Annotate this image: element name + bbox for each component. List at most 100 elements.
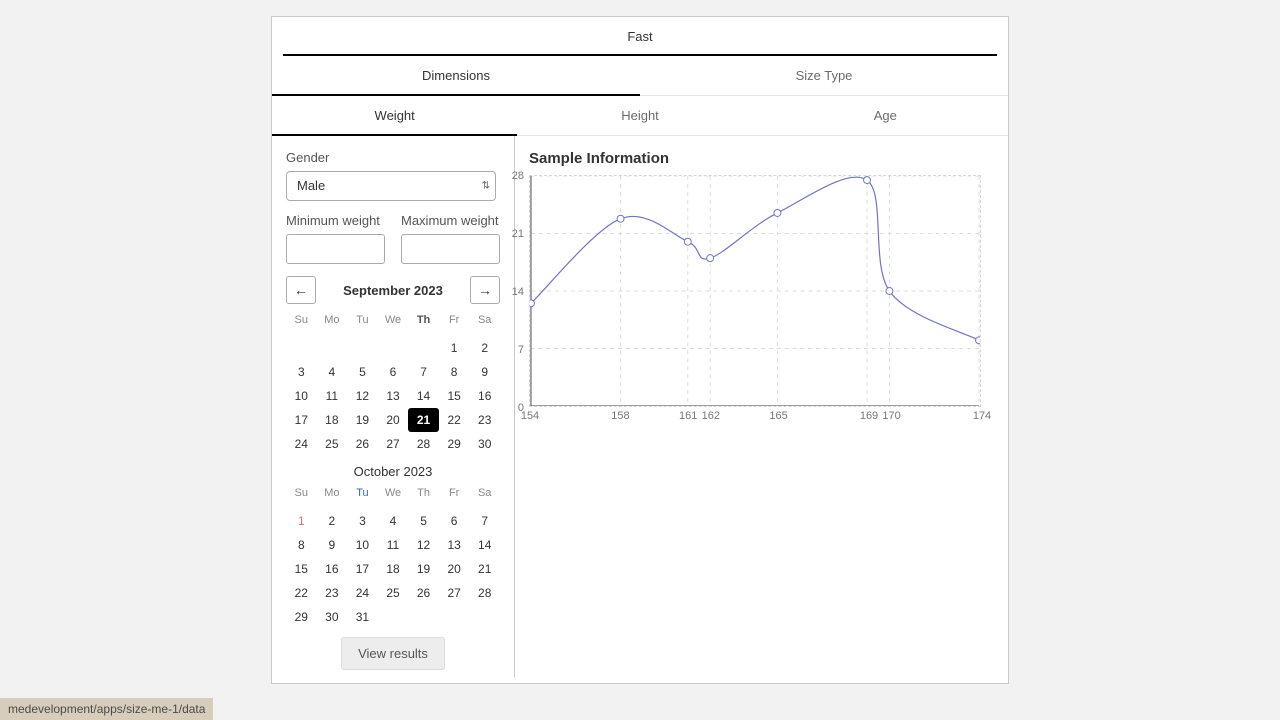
max-weight-label: Maximum weight	[401, 213, 500, 228]
calendar-day[interactable]: 12	[408, 533, 439, 557]
calendar-prev-button[interactable]: ←	[286, 276, 316, 304]
calendar-day[interactable]: 6	[439, 509, 470, 533]
calendar-day[interactable]: 9	[469, 360, 500, 384]
calendar-day[interactable]: 20	[439, 557, 470, 581]
calendar-day[interactable]: 25	[378, 581, 409, 605]
sub-tabs: Weight Height Age	[272, 96, 1008, 136]
calendar-day[interactable]: 23	[317, 581, 348, 605]
calendar-day[interactable]: 17	[347, 557, 378, 581]
calendar-day[interactable]: 24	[286, 432, 317, 456]
calendar-day[interactable]: 18	[378, 557, 409, 581]
calendar-day[interactable]: 10	[286, 384, 317, 408]
calendar-dow: Fr	[439, 310, 470, 330]
calendar-dow: Mo	[317, 310, 348, 330]
calendar-day[interactable]: 10	[347, 533, 378, 557]
calendar-day[interactable]: 26	[408, 581, 439, 605]
tab-dimensions[interactable]: Dimensions	[272, 56, 640, 95]
calendar-day[interactable]: 18	[317, 408, 348, 432]
calendar-day[interactable]: 20	[378, 408, 409, 432]
calendar-dow: Mo	[317, 483, 348, 503]
chart-title: Sample Information	[529, 150, 994, 167]
tab-size-type[interactable]: Size Type	[640, 56, 1008, 95]
chart-xtick: 165	[769, 410, 787, 422]
calendar-day[interactable]: 8	[286, 533, 317, 557]
calendar-day[interactable]: 22	[286, 581, 317, 605]
calendar-day[interactable]: 3	[347, 509, 378, 533]
calendar-day[interactable]: 26	[347, 432, 378, 456]
calendar-day[interactable]: 3	[286, 360, 317, 384]
calendar-day[interactable]: 31	[347, 605, 378, 629]
calendar-day[interactable]: 5	[347, 360, 378, 384]
calendar-next-button[interactable]: →	[470, 276, 500, 304]
min-weight-label: Minimum weight	[286, 213, 385, 228]
calendar-day[interactable]: 27	[378, 432, 409, 456]
calendar-day[interactable]: 15	[286, 557, 317, 581]
calendar-day[interactable]: 21	[469, 557, 500, 581]
calendar-month1-title: September 2023	[343, 283, 443, 298]
arrow-right-icon: →	[478, 282, 492, 298]
calendar-day[interactable]: 8	[439, 360, 470, 384]
calendar-day[interactable]: 14	[408, 384, 439, 408]
calendar-day[interactable]: 17	[286, 408, 317, 432]
calendar-day[interactable]: 6	[378, 360, 409, 384]
calendar-day[interactable]: 13	[439, 533, 470, 557]
calendar-day[interactable]: 29	[439, 432, 470, 456]
calendar-day[interactable]: 27	[439, 581, 470, 605]
calendar-day[interactable]: 2	[469, 336, 500, 360]
calendar-day[interactable]: 24	[347, 581, 378, 605]
calendar-day[interactable]: 12	[347, 384, 378, 408]
calendar-day[interactable]: 23	[469, 408, 500, 432]
subtab-age[interactable]: Age	[763, 96, 1008, 135]
calendar-day[interactable]: 28	[408, 432, 439, 456]
max-weight-input[interactable]	[401, 234, 500, 264]
app-card: Fast Dimensions Size Type Weight Height …	[271, 16, 1009, 684]
chart-ytick: 28	[512, 170, 524, 182]
chart-xtick: 170	[882, 410, 900, 422]
calendar-day[interactable]: 9	[317, 533, 348, 557]
calendar-day[interactable]: 4	[378, 509, 409, 533]
calendar-day[interactable]: 14	[469, 533, 500, 557]
calendar-day[interactable]: 29	[286, 605, 317, 629]
calendar-day[interactable]: 19	[408, 557, 439, 581]
chart-xtick: 169	[860, 410, 878, 422]
calendar-day[interactable]: 7	[469, 509, 500, 533]
calendar-day[interactable]: 19	[347, 408, 378, 432]
calendar-day[interactable]: 1	[439, 336, 470, 360]
calendar-dow: Sa	[469, 310, 500, 330]
right-panel: Sample Information 071421281541581611621…	[515, 136, 1008, 677]
calendar-day[interactable]: 2	[317, 509, 348, 533]
calendar-month2-days: 1234567891011121314151617181920212223242…	[286, 509, 500, 629]
calendar-day[interactable]: 21	[408, 408, 439, 432]
calendar-day[interactable]: 25	[317, 432, 348, 456]
gender-label: Gender	[286, 150, 500, 165]
calendar-day[interactable]: 5	[408, 509, 439, 533]
calendar-day[interactable]: 4	[317, 360, 348, 384]
left-panel: Gender Male ⇅ Minimum weight Maximum wei…	[272, 136, 515, 677]
calendar-day[interactable]: 11	[317, 384, 348, 408]
chart-xtick: 154	[521, 410, 539, 422]
calendar-day[interactable]: 11	[378, 533, 409, 557]
subtab-weight[interactable]: Weight	[272, 96, 517, 135]
calendar-day[interactable]: 1	[286, 509, 317, 533]
weight-row: Minimum weight Maximum weight	[286, 213, 500, 264]
calendar-dow: Th	[408, 483, 439, 503]
calendar-day[interactable]: 13	[378, 384, 409, 408]
calendar-day[interactable]: 28	[469, 581, 500, 605]
calendar-day[interactable]: 7	[408, 360, 439, 384]
subtab-height[interactable]: Height	[517, 96, 762, 135]
calendar-dow: Th	[408, 310, 439, 330]
chart-ytick: 14	[512, 286, 524, 298]
view-results-button[interactable]: View results	[341, 637, 445, 670]
calendar-day[interactable]: 15	[439, 384, 470, 408]
calendar-dow: Su	[286, 310, 317, 330]
calendar-day[interactable]: 16	[317, 557, 348, 581]
calendar-month1-days: 1234567891011121314151617181920212223242…	[286, 336, 500, 456]
min-weight-input[interactable]	[286, 234, 385, 264]
gender-select[interactable]: Male ⇅	[286, 171, 500, 201]
calendar-dow: Tu	[347, 310, 378, 330]
calendar-day[interactable]: 16	[469, 384, 500, 408]
calendar-day[interactable]: 30	[469, 432, 500, 456]
calendar-day[interactable]: 30	[317, 605, 348, 629]
gender-select-value[interactable]: Male	[286, 171, 496, 201]
calendar-day[interactable]: 22	[439, 408, 470, 432]
